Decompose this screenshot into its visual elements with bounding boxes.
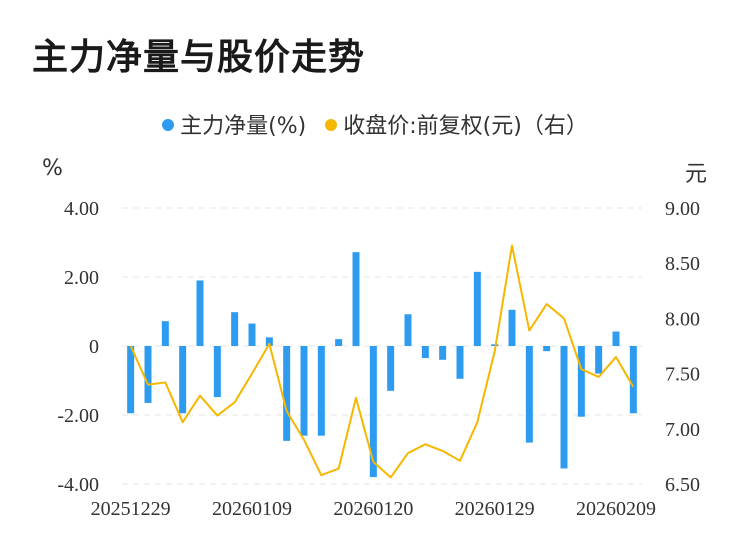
right-axis-unit: 元 xyxy=(685,162,708,187)
bar xyxy=(491,344,499,346)
bar xyxy=(265,337,273,346)
bar xyxy=(335,339,343,346)
bar xyxy=(439,346,447,360)
bar xyxy=(179,346,187,414)
left-axis-tick-label: 2.00 xyxy=(64,267,99,289)
right-axis-tick-label: 7.00 xyxy=(665,419,700,441)
bar xyxy=(387,346,395,391)
bar xyxy=(560,346,568,469)
x-axis-tick-label: 20260120 xyxy=(333,498,413,520)
bar xyxy=(473,271,481,346)
x-axis-tick-label: 20260109 xyxy=(212,498,292,520)
left-axis-unit: % xyxy=(42,156,63,181)
legend-label-net-volume: 主力净量(%) xyxy=(180,114,307,139)
bar xyxy=(404,314,412,346)
legend-dot-yellow xyxy=(325,119,338,131)
bar xyxy=(456,346,464,379)
bar xyxy=(161,321,169,346)
right-axis-tick-label: 7.50 xyxy=(665,364,700,386)
x-axis-tick-label: 20251229 xyxy=(91,498,171,520)
bar xyxy=(300,346,308,436)
legend-label-close-price: 收盘价:前复权(元)（右） xyxy=(343,114,588,139)
left-axis-tick-label: -4.00 xyxy=(57,474,99,496)
legend: 主力净量(%) 收盘价:前复权(元)（右） xyxy=(0,108,750,140)
right-axis-tick-label: 9.00 xyxy=(665,198,700,220)
bar xyxy=(577,346,585,417)
left-axis-tick-label: 4.00 xyxy=(64,198,99,220)
left-axis-tick-label: 0 xyxy=(89,336,99,358)
bar xyxy=(283,346,291,441)
legend-item-close-price[interactable]: 收盘价:前复权(元)（右） xyxy=(325,108,588,140)
x-axis-tick-label: 20260209 xyxy=(576,498,656,520)
bar xyxy=(369,346,377,478)
price-line xyxy=(129,244,635,479)
legend-item-net-volume[interactable]: 主力净量(%) xyxy=(162,108,306,140)
bar xyxy=(525,346,533,443)
bar xyxy=(508,309,516,346)
right-axis-tick-label: 8.00 xyxy=(665,308,700,330)
bar xyxy=(612,331,620,346)
chart-title: 主力净量与股价走势 xyxy=(32,37,366,78)
bar xyxy=(543,346,551,352)
right-axis-tick-label: 6.50 xyxy=(665,474,700,496)
bar xyxy=(196,280,204,346)
legend-dot-blue xyxy=(162,119,175,131)
x-axis-tick-label: 20260129 xyxy=(455,498,535,520)
bar xyxy=(231,312,239,346)
bar xyxy=(629,346,637,414)
bar xyxy=(213,346,221,398)
bar xyxy=(352,252,360,346)
bar xyxy=(144,346,152,403)
bar xyxy=(421,346,429,359)
bar xyxy=(595,346,603,374)
bar xyxy=(248,323,256,346)
bar xyxy=(127,346,135,414)
right-axis-tick-label: 8.50 xyxy=(665,253,700,275)
bar xyxy=(317,346,325,436)
left-axis-tick-label: -2.00 xyxy=(57,405,99,427)
